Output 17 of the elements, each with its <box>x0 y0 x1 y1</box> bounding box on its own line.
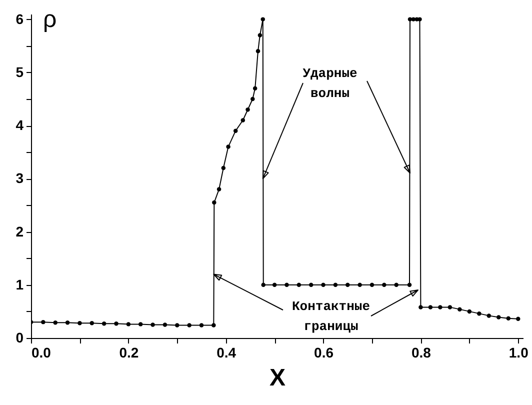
x-tick-label: 0.8 <box>411 344 432 360</box>
x-tick-label: 0.4 <box>216 344 236 360</box>
y-tick-label: 4 <box>16 117 24 134</box>
x-tick-label: 0.2 <box>119 344 139 360</box>
x-tick-label: 0.0 <box>32 344 52 360</box>
x-tick-label: 0.6 <box>314 344 334 360</box>
annotation: Ударные волны <box>302 66 358 101</box>
x-tick-label: 1.0 <box>508 344 529 360</box>
y-tick-label: 2 <box>16 223 24 240</box>
y-tick-label: 3 <box>16 170 24 186</box>
y-tick-label: 1 <box>16 276 24 292</box>
annotation: Контактные границы <box>292 299 370 334</box>
y-tick-label: 6 <box>16 10 24 27</box>
y-tick-label: 5 <box>16 64 24 80</box>
x-axis-title: X <box>269 364 286 392</box>
y-tick-label: 0 <box>16 330 24 346</box>
y-axis-title: ρ <box>43 6 57 33</box>
